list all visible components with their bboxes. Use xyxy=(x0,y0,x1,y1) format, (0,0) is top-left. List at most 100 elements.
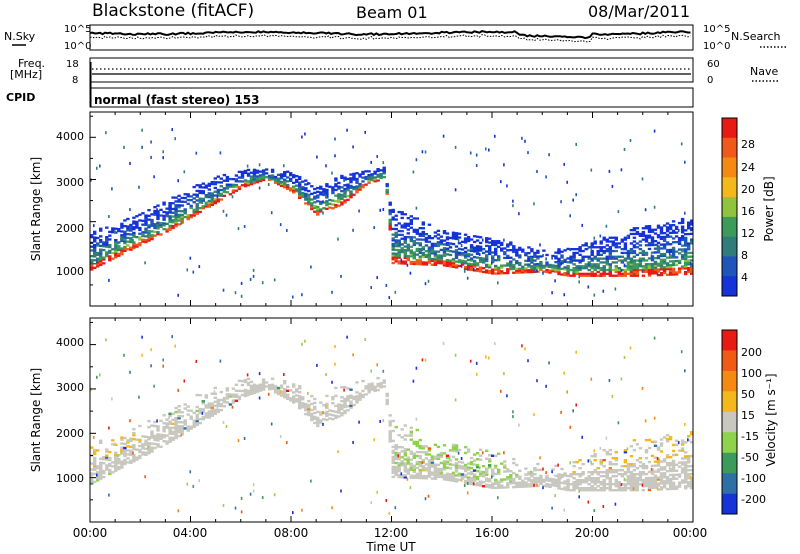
power-cell xyxy=(551,254,555,258)
power-cell xyxy=(267,178,272,181)
power-cell xyxy=(105,226,109,229)
velocity-cell xyxy=(442,468,447,471)
power-cell xyxy=(644,268,649,272)
power-cell xyxy=(608,248,612,251)
power-cell xyxy=(340,174,344,178)
velocity-cell xyxy=(687,483,691,486)
velocity-cell xyxy=(668,465,671,469)
velocity-cell xyxy=(581,487,585,490)
power-cell xyxy=(252,178,257,181)
power-cell xyxy=(641,249,646,253)
velocity-cell xyxy=(138,454,142,458)
power-cell xyxy=(180,213,184,217)
power-cell xyxy=(439,239,444,242)
velocity-cell xyxy=(638,483,643,486)
power-cell xyxy=(397,233,401,236)
velocity-cell xyxy=(409,486,412,490)
velocity-cell xyxy=(213,408,217,411)
velocity-cell xyxy=(451,449,456,453)
power-cell xyxy=(192,270,195,274)
velocity-cell xyxy=(436,463,441,467)
power-cell xyxy=(289,179,293,182)
power-cell xyxy=(153,234,157,237)
velocity-cell xyxy=(189,417,193,420)
power-cell xyxy=(370,160,372,164)
velocity-cell xyxy=(494,480,498,484)
power-cell xyxy=(433,259,438,263)
velocity-cell xyxy=(481,465,486,468)
power-cell xyxy=(93,232,97,235)
power-cell xyxy=(99,254,103,257)
velocity-cell xyxy=(171,430,175,434)
power-cell xyxy=(162,218,166,221)
power-cell xyxy=(421,232,425,236)
velocity-cell xyxy=(614,479,618,482)
power-cell xyxy=(566,247,570,251)
velocity-cell xyxy=(120,450,122,454)
power-cell xyxy=(270,174,275,177)
power-cell xyxy=(629,257,634,260)
velocity-cell xyxy=(132,444,136,447)
power-cell xyxy=(340,176,344,179)
velocity-cell xyxy=(391,419,395,423)
power-cell xyxy=(310,204,314,207)
velocity-cell xyxy=(614,485,618,488)
velocity-cell xyxy=(587,477,591,480)
power-cell xyxy=(394,218,398,221)
velocity-cell xyxy=(647,488,652,492)
velocity-cell xyxy=(234,395,239,398)
power-cell xyxy=(123,225,127,228)
power-cell xyxy=(228,183,233,186)
power-cell xyxy=(599,261,603,264)
velocity-cell xyxy=(198,394,202,397)
power-cell xyxy=(132,238,134,242)
velocity-cell xyxy=(403,448,407,451)
power-colorbar-segment xyxy=(722,137,737,158)
power-cell xyxy=(96,242,100,245)
power-cell xyxy=(144,218,148,221)
power-cell xyxy=(680,248,685,251)
velocity-cell xyxy=(240,389,245,393)
velocity-cell xyxy=(593,477,597,480)
velocity-cell xyxy=(560,467,564,471)
velocity-cell xyxy=(325,414,329,418)
power-cell xyxy=(391,218,395,221)
velocity-cell xyxy=(662,476,667,479)
velocity-cell xyxy=(551,506,553,510)
power-cell xyxy=(572,248,576,251)
power-cell xyxy=(578,272,582,275)
velocity-cbar-tick: 100 xyxy=(741,367,762,380)
velocity-cell xyxy=(680,350,683,354)
velocity-cell xyxy=(545,475,549,478)
power-cell xyxy=(485,271,489,274)
power-cell xyxy=(165,228,169,231)
power-cell xyxy=(406,249,410,252)
power-cell xyxy=(536,263,540,266)
power-cell xyxy=(641,234,646,237)
velocity-cell xyxy=(427,494,430,498)
power-cell xyxy=(93,245,97,249)
velocity-cell xyxy=(684,475,688,478)
power-cell xyxy=(451,258,456,261)
velocity-cell xyxy=(93,448,97,452)
power-cell xyxy=(394,214,398,217)
power-cell xyxy=(96,265,100,268)
velocity-cell xyxy=(421,358,424,362)
power-cell xyxy=(491,261,493,265)
velocity-cell xyxy=(442,342,445,346)
power-cell xyxy=(530,256,532,260)
power-cell xyxy=(599,274,603,277)
velocity-cell xyxy=(611,483,615,486)
velocity-cell xyxy=(231,399,236,402)
velocity-cell xyxy=(346,399,350,402)
velocity-cell xyxy=(99,463,103,466)
velocity-cell xyxy=(132,458,136,461)
power-cell xyxy=(400,233,404,237)
power-cell xyxy=(343,178,347,181)
power-cell xyxy=(156,214,160,217)
velocity-cell xyxy=(316,420,320,424)
power-cell xyxy=(246,172,251,175)
power-cell xyxy=(430,252,435,255)
velocity-cell xyxy=(684,465,688,468)
velocity-cell xyxy=(578,487,582,490)
